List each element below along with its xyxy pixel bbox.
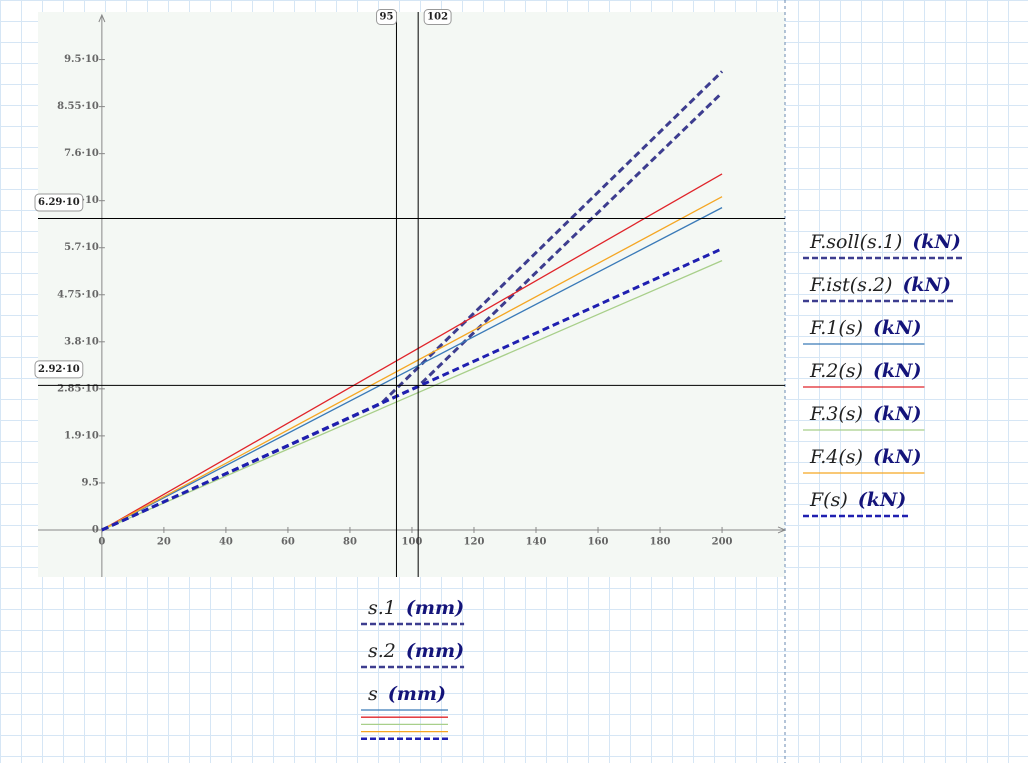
y-tick-label: 7.6·10	[64, 148, 99, 159]
legend-entry: F.soll(s.1) (kN)	[809, 231, 961, 253]
x-marker-text: 95	[380, 12, 394, 23]
legend-unit: (kN)	[912, 231, 961, 253]
legend-unit: (kN)	[873, 317, 922, 339]
x-tick-label: 100	[402, 536, 423, 547]
x-tick-label: 40	[219, 536, 233, 547]
series-line	[101, 207, 723, 531]
x-legend-entry: s (mm)	[368, 683, 446, 705]
y-tick-label: 5.7·10	[64, 242, 99, 253]
marker-box	[34, 193, 84, 212]
legend-entry: F.2(s) (kN)	[809, 360, 921, 382]
x-legend-unit: (mm)	[388, 683, 446, 705]
y-axis-arrow	[98, 13, 106, 23]
legend-unit: (kN)	[873, 403, 922, 425]
x-tick-label: 120	[464, 536, 485, 547]
y-tick-label: 4.75·10	[57, 289, 99, 300]
y-marker-text: 2.92·10	[38, 364, 80, 375]
series-line	[101, 196, 723, 531]
marker-box	[423, 9, 452, 25]
series-line	[101, 259, 723, 531]
legend-name: F.ist(s.2)	[809, 274, 892, 296]
x-tick-label: 180	[650, 536, 671, 547]
y-tick-label: 3.8·10	[64, 336, 99, 347]
y-marker-text: 6.29·10	[38, 197, 80, 208]
legend-name: F.4(s)	[809, 446, 863, 468]
x-tick-label: 20	[157, 536, 171, 547]
x-tick-label: 160	[588, 536, 609, 547]
x-legend-entry: s.2 (mm)	[368, 640, 464, 662]
x-legend-name: s	[368, 683, 378, 705]
y-marker-label: 2.92·10	[34, 360, 84, 379]
legend-entry: F.1(s) (kN)	[809, 317, 921, 339]
plot-area	[38, 12, 785, 577]
y-tick-label: 8.55·10	[57, 101, 99, 112]
legend-entry: F(s) (kN)	[809, 489, 906, 511]
x-tick-label: 0	[98, 536, 105, 547]
x-marker-label: 95	[376, 9, 397, 25]
legend-unit: (kN)	[858, 489, 907, 511]
legend-name: F.3(s)	[809, 403, 863, 425]
legend-name: F.1(s)	[809, 317, 863, 339]
marker-box	[34, 360, 84, 379]
series-line	[101, 173, 723, 531]
x-legend-name: s.1	[368, 597, 396, 619]
x-axis-arrow	[777, 526, 787, 534]
x-tick-label: 80	[343, 536, 357, 547]
y-tick-label: 9.5	[81, 477, 98, 488]
series-line	[101, 247, 723, 532]
marker-box	[376, 9, 397, 25]
x-marker-text: 102	[427, 12, 448, 23]
x-legend-entry: s.1 (mm)	[368, 597, 464, 619]
legend-name: F.soll(s.1)	[809, 231, 902, 253]
x-legend-name: s.2	[368, 640, 396, 662]
x-tick-label: 200	[712, 536, 733, 547]
y-marker-label: 6.29·10	[34, 193, 84, 212]
legend-entry: F.ist(s.2) (kN)	[809, 274, 951, 296]
legend-unit: (kN)	[873, 446, 922, 468]
legend-entry: F.4(s) (kN)	[809, 446, 921, 468]
legend-entry: F.3(s) (kN)	[809, 403, 921, 425]
x-tick-label: 140	[526, 536, 547, 547]
legend-unit: (kN)	[902, 274, 951, 296]
legend-name: F(s)	[809, 489, 848, 511]
x-legend-unit: (mm)	[406, 640, 464, 662]
legend-name: F.2(s)	[809, 360, 863, 382]
x-marker-label: 102	[423, 9, 452, 25]
y-tick-label: 0	[92, 524, 99, 535]
y-tick-label: 1.9·10	[64, 430, 99, 441]
legend-unit: (kN)	[873, 360, 922, 382]
y-tick-label: 9.5·10	[64, 54, 99, 65]
x-legend-unit: (mm)	[406, 597, 464, 619]
x-tick-label: 60	[281, 536, 295, 547]
y-tick-label: 2.85·10	[57, 383, 99, 394]
